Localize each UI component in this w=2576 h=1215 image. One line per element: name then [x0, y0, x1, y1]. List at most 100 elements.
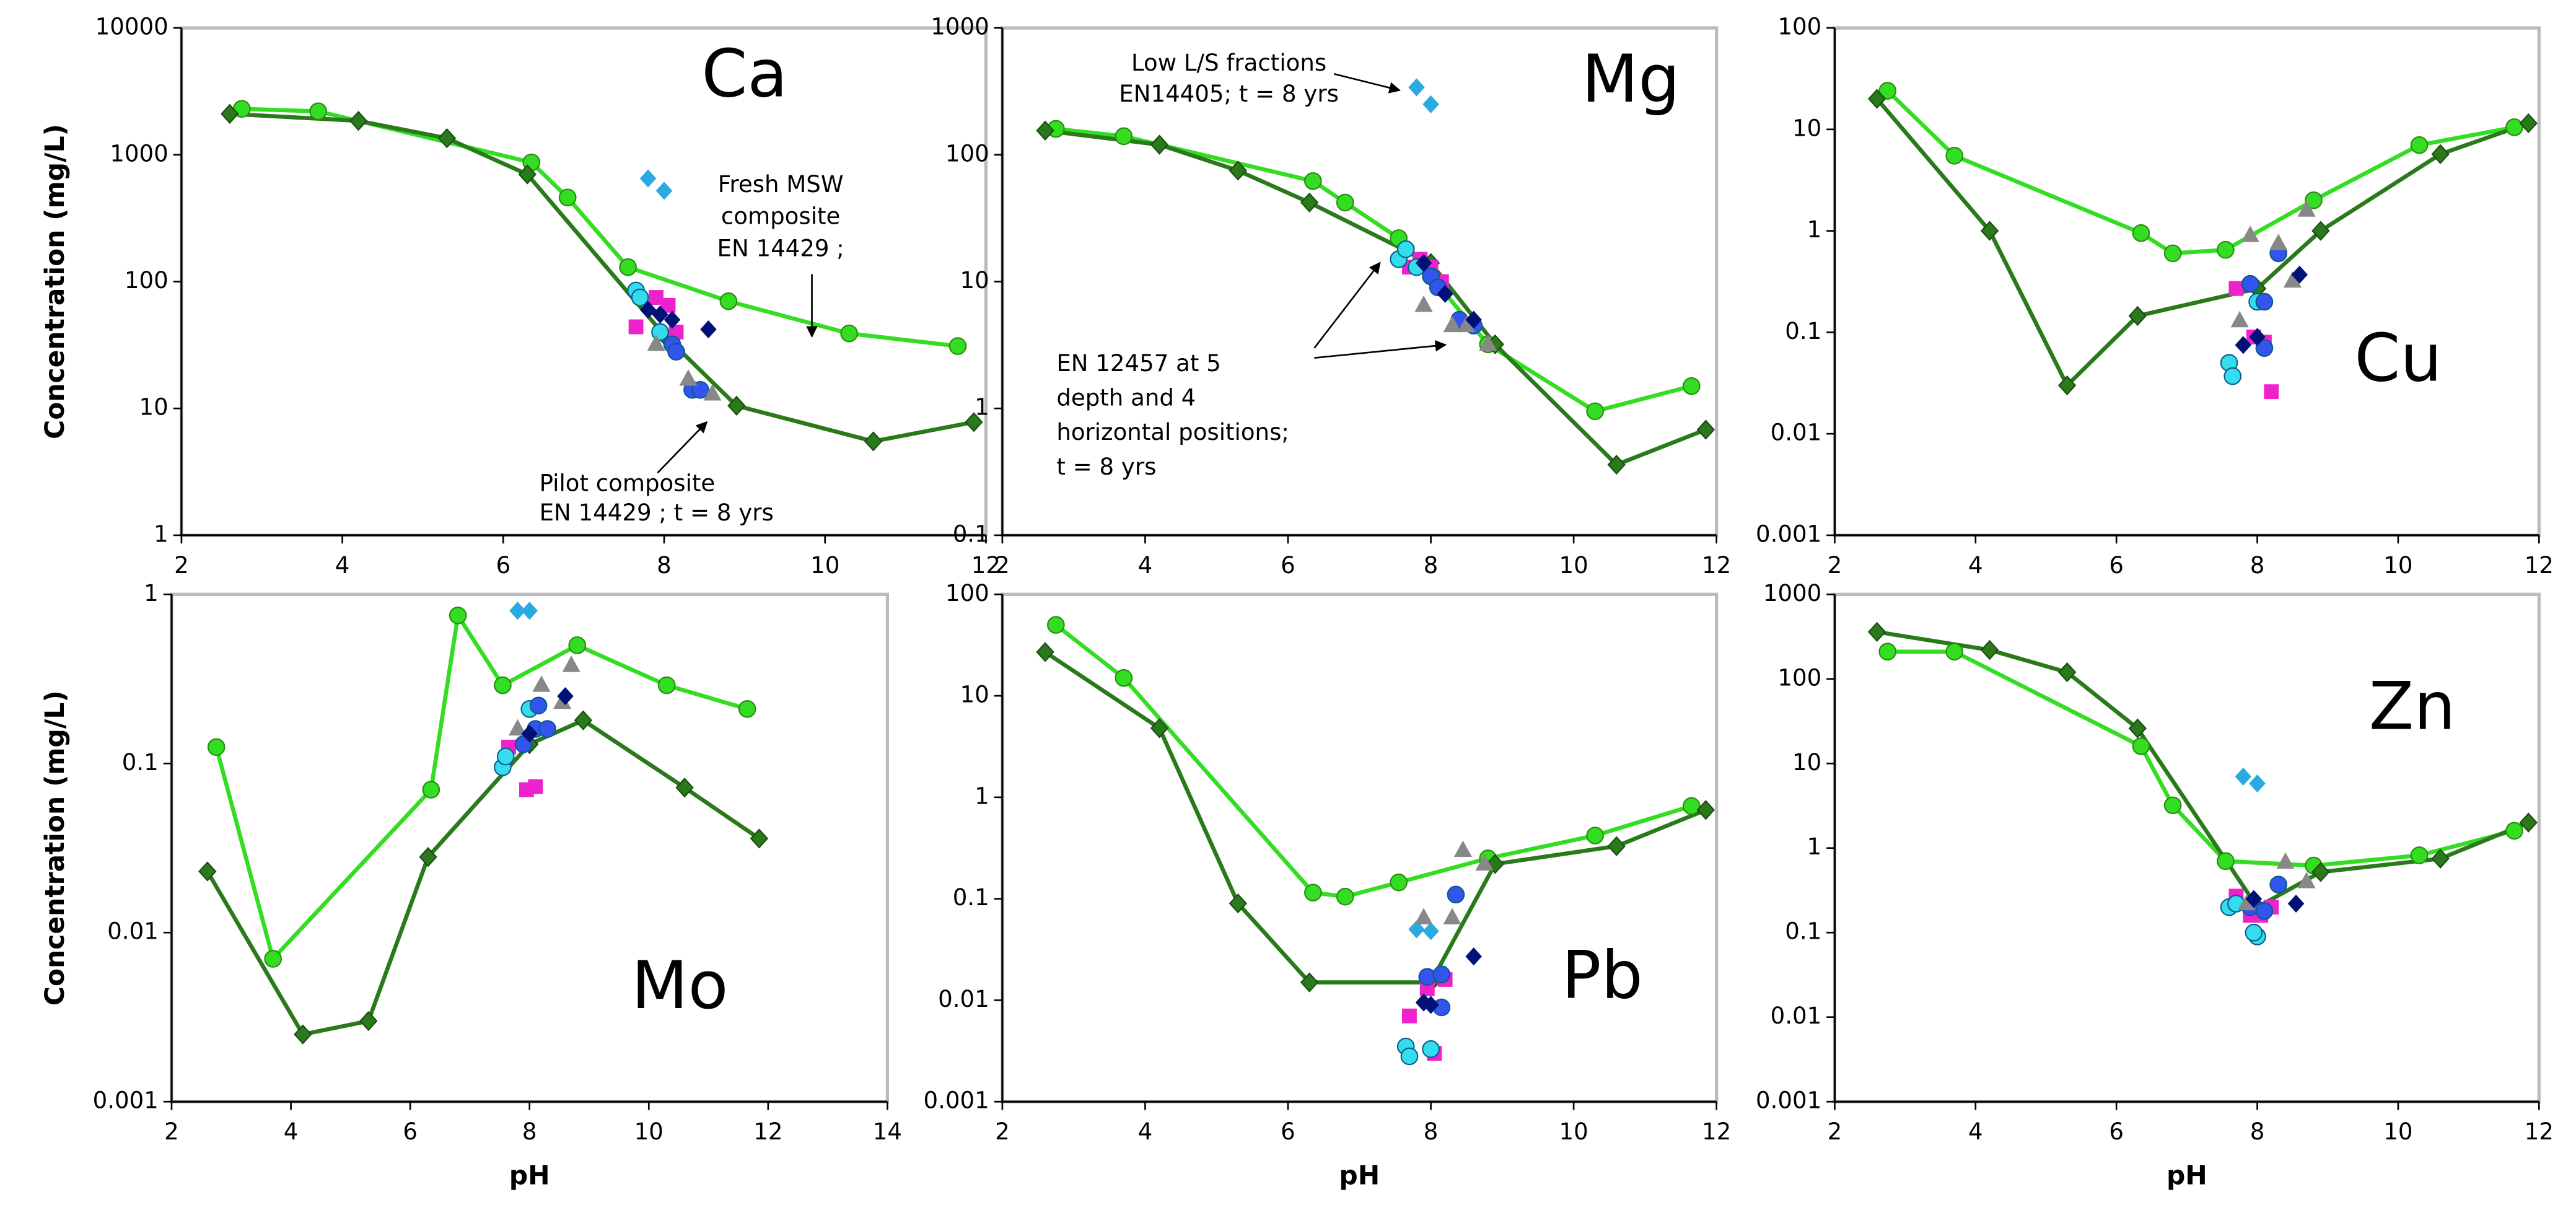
data-point	[538, 720, 556, 738]
x-axis-label: pH	[509, 1160, 550, 1191]
data-point	[207, 738, 226, 757]
y-tick-label: 0.001	[93, 1087, 159, 1114]
panel-label: Pb	[1562, 937, 1643, 1013]
data-point	[1047, 616, 1065, 634]
annotation-text: Fresh MSW	[718, 171, 844, 198]
data-point	[2255, 902, 2274, 920]
data-point	[660, 297, 676, 313]
data-point	[1878, 643, 1897, 661]
x-axis-label: pH	[2166, 1160, 2207, 1191]
data-point	[2287, 894, 2305, 913]
data-point	[1607, 454, 1626, 475]
x-tick-label: 6	[403, 1118, 418, 1145]
data-point	[2305, 191, 2323, 209]
data-point	[1402, 1008, 1417, 1024]
x-tick-label: 4	[1968, 552, 1983, 579]
data-point	[675, 778, 694, 798]
data-point	[1300, 972, 1319, 993]
data-point	[2217, 240, 2235, 259]
data-point	[198, 861, 217, 882]
x-tick-label: 8	[2250, 552, 2265, 579]
data-point	[2283, 271, 2302, 288]
data-point	[619, 258, 637, 276]
x-tick-label: 12	[1702, 552, 1731, 579]
annotation-text: EN14405; t = 8 yrs	[1119, 81, 1339, 107]
data-point	[1422, 1040, 1440, 1058]
panel: 1 10 100 1000 10000 2 4 6 8 10 12 Concentration (mg…	[40, 14, 1001, 579]
data-point	[562, 656, 580, 672]
data-point	[1422, 996, 1439, 1014]
y-axis-label: Concentration (mg/L)	[40, 690, 70, 1006]
x-tick-label: 2	[1828, 552, 1842, 579]
data-point	[1390, 873, 1408, 892]
data-point	[1465, 310, 1482, 329]
data-point	[1696, 419, 1715, 440]
annotation-text: composite	[721, 203, 840, 230]
x-tick-label: 8	[1424, 1118, 1439, 1145]
data-point	[2291, 265, 2308, 284]
y-tick-label: 100	[125, 267, 169, 294]
data-point	[703, 384, 722, 401]
data-point	[294, 1024, 312, 1045]
data-point	[508, 719, 527, 736]
data-point	[719, 292, 738, 310]
data-point	[1150, 718, 1169, 739]
x-tick-label: 10	[2383, 552, 2412, 579]
x-tick-label: 8	[657, 552, 672, 579]
data-point	[1422, 922, 1439, 941]
data-point	[2228, 281, 2244, 296]
x-tick-label: 10	[2383, 1118, 2412, 1145]
data-point	[2311, 862, 2330, 882]
data-point	[1418, 968, 1437, 986]
y-tick-label: 10	[1792, 749, 1821, 776]
data-point	[532, 675, 551, 692]
y-tick-label: 1	[1807, 216, 1822, 243]
panel: 0.001 0.01 0.1 1 10 100 2 4 6 8 10 12 Cu	[1756, 14, 2554, 579]
data-point	[1586, 402, 1604, 421]
series-line	[1054, 623, 1693, 899]
data-point	[2431, 848, 2450, 869]
data-point	[1408, 920, 1425, 939]
data-point	[1980, 221, 1999, 241]
x-tick-label: 12	[2525, 1118, 2554, 1145]
data-point	[2223, 367, 2242, 385]
y-axis-label: Concentration (mg/L)	[40, 124, 70, 439]
x-tick-label: 8	[522, 1118, 537, 1145]
data-point	[2269, 234, 2288, 250]
annotation-text: EN 14429 ;	[717, 235, 844, 261]
y-tick-label: 10	[1792, 115, 1821, 141]
x-tick-label: 2	[164, 1118, 179, 1145]
data-point	[528, 779, 543, 794]
panel: 0.001 0.01 0.1 1 10 100 2 4 6 8 10 12 pH Pb	[923, 580, 1731, 1191]
data-point	[2132, 737, 2150, 755]
y-tick-label: 10	[960, 267, 989, 294]
data-point	[965, 412, 983, 432]
data-point	[2255, 339, 2274, 357]
x-tick-label: 2	[174, 552, 189, 579]
x-axis-label: pH	[1339, 1160, 1380, 1191]
y-tick-label: 0.1	[953, 884, 989, 911]
annotation-text: horizontal positions;	[1056, 419, 1289, 445]
data-point	[1304, 884, 1322, 901]
x-tick-label: 12	[753, 1118, 782, 1145]
panel-label: Mg	[1582, 41, 1680, 117]
data-point	[631, 288, 649, 307]
data-point	[1479, 334, 1497, 351]
data-point	[2057, 662, 2077, 683]
data-point	[1443, 315, 1461, 333]
data-point	[639, 300, 657, 319]
data-point	[664, 310, 681, 329]
data-point	[1867, 621, 1886, 643]
series-line	[242, 107, 958, 348]
data-point	[647, 334, 665, 351]
data-point	[1419, 981, 1435, 996]
data-point	[1400, 1047, 1419, 1066]
data-point	[2128, 718, 2147, 739]
data-point	[494, 676, 512, 695]
data-point	[419, 846, 437, 867]
y-tick-label: 0.001	[923, 1087, 989, 1114]
data-point	[1586, 827, 1604, 844]
series-line	[1044, 650, 1707, 985]
data-point	[1437, 284, 1453, 303]
